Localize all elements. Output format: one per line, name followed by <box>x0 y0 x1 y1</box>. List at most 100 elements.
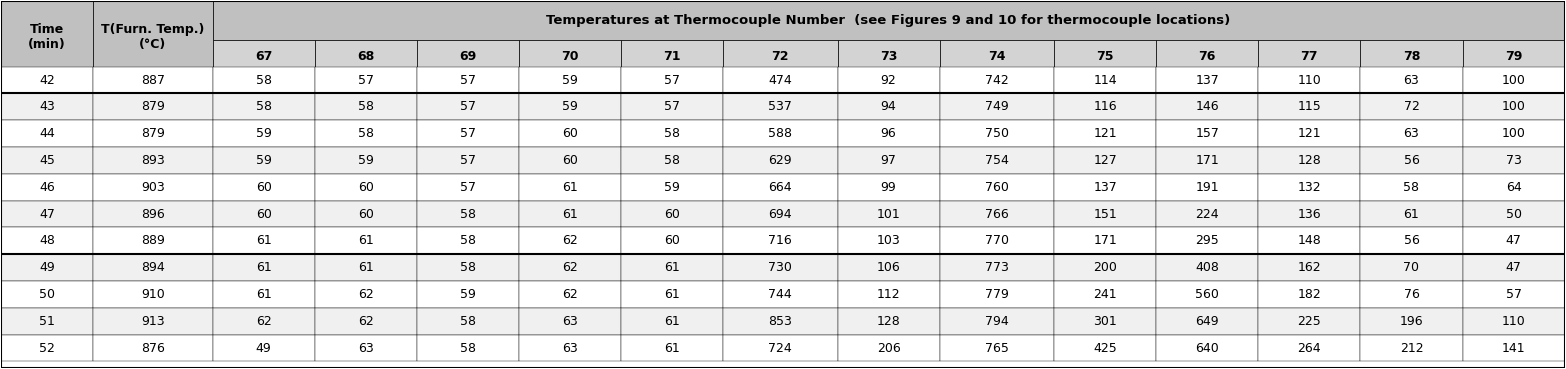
Text: 264: 264 <box>1298 342 1322 355</box>
Bar <box>1361 308 1463 335</box>
Bar <box>723 335 838 362</box>
Bar <box>1156 147 1259 174</box>
Bar <box>940 254 1054 281</box>
Bar <box>940 174 1054 201</box>
Bar <box>518 308 622 335</box>
Bar <box>1259 254 1361 281</box>
Bar <box>417 335 518 362</box>
Bar <box>1361 120 1463 147</box>
Text: 63: 63 <box>562 342 578 355</box>
Text: 103: 103 <box>877 234 900 247</box>
Text: 664: 664 <box>769 181 792 194</box>
Bar <box>518 147 622 174</box>
Bar <box>838 147 940 174</box>
Bar <box>1259 174 1361 201</box>
Text: 57: 57 <box>357 73 374 87</box>
Text: 63: 63 <box>1403 127 1419 140</box>
Bar <box>940 40 1054 73</box>
Text: 78: 78 <box>1403 50 1420 63</box>
Bar <box>315 67 417 93</box>
Text: 70: 70 <box>1403 261 1419 274</box>
Bar <box>315 93 417 120</box>
Bar <box>1054 227 1156 254</box>
Text: 128: 128 <box>877 315 900 328</box>
Bar <box>417 147 518 174</box>
Bar <box>417 254 518 281</box>
Text: 73: 73 <box>1505 154 1522 167</box>
Text: 58: 58 <box>357 127 374 140</box>
Text: 61: 61 <box>255 234 271 247</box>
Bar <box>92 174 213 201</box>
Bar <box>838 67 940 93</box>
Bar <box>213 335 315 362</box>
Bar <box>1463 120 1564 147</box>
Text: 61: 61 <box>255 261 271 274</box>
Bar <box>1259 227 1361 254</box>
Bar <box>622 147 723 174</box>
Bar <box>1054 281 1156 308</box>
Bar <box>723 147 838 174</box>
Text: 43: 43 <box>39 100 55 113</box>
Bar <box>92 67 213 93</box>
Bar <box>92 254 213 281</box>
Text: 225: 225 <box>1298 315 1322 328</box>
Bar <box>622 93 723 120</box>
Bar <box>315 254 417 281</box>
Bar <box>92 147 213 174</box>
Text: 60: 60 <box>562 154 578 167</box>
Bar <box>1054 40 1156 73</box>
Text: 75: 75 <box>1096 50 1113 63</box>
Bar <box>518 254 622 281</box>
Bar <box>1259 281 1361 308</box>
Text: 794: 794 <box>985 315 1009 328</box>
Bar <box>622 120 723 147</box>
Bar <box>2 120 92 147</box>
Bar <box>1054 174 1156 201</box>
Bar <box>2 67 92 93</box>
Text: 60: 60 <box>359 181 374 194</box>
Bar <box>2 308 92 335</box>
Text: 58: 58 <box>460 207 476 221</box>
Bar <box>315 335 417 362</box>
Bar <box>1259 147 1361 174</box>
Bar <box>92 1 213 73</box>
Bar <box>1463 254 1564 281</box>
Bar <box>1156 67 1259 93</box>
Text: 137: 137 <box>1195 73 1218 87</box>
Bar <box>1361 174 1463 201</box>
Bar <box>213 281 315 308</box>
Bar <box>417 281 518 308</box>
Text: 59: 59 <box>562 73 578 87</box>
Bar <box>518 281 622 308</box>
Bar <box>1259 308 1361 335</box>
Bar <box>1259 120 1361 147</box>
Text: 92: 92 <box>880 73 896 87</box>
Text: 58: 58 <box>460 234 476 247</box>
Text: 112: 112 <box>877 288 900 301</box>
Text: 57: 57 <box>664 73 680 87</box>
Text: 61: 61 <box>664 288 680 301</box>
Text: 56: 56 <box>1403 154 1419 167</box>
Text: 640: 640 <box>1195 342 1218 355</box>
Bar <box>622 67 723 93</box>
Text: 894: 894 <box>141 261 164 274</box>
Bar <box>723 227 838 254</box>
Bar <box>723 93 838 120</box>
Text: 60: 60 <box>562 127 578 140</box>
Bar <box>213 308 315 335</box>
Bar <box>1156 120 1259 147</box>
Text: 59: 59 <box>255 154 271 167</box>
Text: 61: 61 <box>562 207 578 221</box>
Text: 58: 58 <box>664 154 680 167</box>
Text: 560: 560 <box>1195 288 1220 301</box>
Bar <box>2 93 92 120</box>
Text: 903: 903 <box>141 181 164 194</box>
Bar <box>1156 254 1259 281</box>
Bar <box>213 120 315 147</box>
Text: 58: 58 <box>460 261 476 274</box>
Bar <box>1361 281 1463 308</box>
Text: 72: 72 <box>1403 100 1419 113</box>
Bar <box>723 281 838 308</box>
Text: 241: 241 <box>1093 288 1117 301</box>
Text: 730: 730 <box>769 261 792 274</box>
